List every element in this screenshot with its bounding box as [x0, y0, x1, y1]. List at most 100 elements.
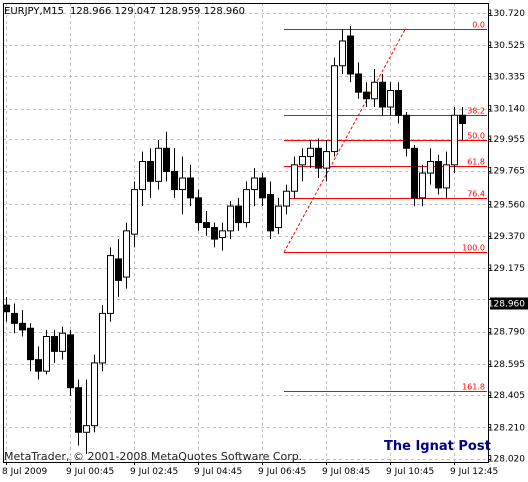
candle-body-bull: [99, 312, 106, 364]
current-price-label: 128.960: [488, 299, 525, 309]
candle: [267, 181, 274, 240]
candle-body-bull: [59, 332, 66, 352]
candle-body-bull: [419, 172, 426, 199]
candle: [403, 111, 410, 157]
candle: [395, 82, 402, 124]
candle-body-bull: [243, 189, 250, 224]
candle-body-bull: [155, 147, 162, 182]
candle: [291, 156, 298, 198]
candle: [227, 201, 234, 240]
candle-body-bull: [219, 230, 226, 238]
candle: [459, 107, 466, 141]
candle-body-bull: [179, 177, 186, 191]
candle: [299, 148, 306, 182]
candle-body-bear: [187, 177, 194, 199]
candle: [107, 247, 114, 322]
candle-body-bull: [251, 177, 258, 191]
ohlc-readout: 128.966 129.047 128.959 128.960: [70, 6, 245, 17]
candle-body-bear: [315, 147, 322, 169]
candle: [243, 181, 250, 228]
candle: [371, 69, 378, 108]
grid-lines: [3, 3, 489, 463]
candle: [419, 164, 426, 207]
candle-body-bull: [443, 164, 450, 189]
candle-body-bear: [411, 147, 418, 199]
candle: [51, 329, 58, 363]
candle-body-bull: [387, 90, 394, 108]
candle-body-bull: [123, 230, 130, 278]
candle-body-bear: [147, 161, 154, 182]
x-tick-label: 9 Jul 00:45: [66, 467, 114, 477]
candle-body-bear: [51, 336, 58, 352]
candle-body-bull: [339, 40, 346, 67]
candle-body-bear: [27, 327, 34, 361]
candle: [331, 57, 338, 157]
candle: [443, 151, 450, 198]
brand-watermark: The Ignat Post: [384, 439, 491, 454]
candle-body-bull: [299, 156, 306, 166]
candle-body-bull: [283, 190, 290, 207]
candle-body-bear: [259, 177, 266, 199]
candle-body-bear: [435, 161, 442, 189]
candle: [131, 181, 138, 248]
candle: [339, 29, 346, 74]
candle: [123, 222, 130, 289]
x-tick-label: 9 Jul 02:45: [130, 467, 178, 477]
candle-body-bull: [139, 161, 146, 191]
fib-level-label: 100.0: [462, 244, 485, 253]
candle: [179, 156, 186, 215]
candle-body-bear: [3, 304, 10, 313]
candle-body-bull: [83, 425, 90, 433]
candle-body-bear: [403, 114, 410, 149]
y-tick-label: 128.405: [488, 391, 525, 401]
candle-body-bear: [267, 194, 274, 232]
x-tick-label: 9 Jul 04:45: [194, 467, 242, 477]
price-axis: 130.720 130.525 130.335 130.140 129.955 129.7…: [488, 9, 528, 465]
candle-body-bear: [171, 170, 178, 191]
candle: [251, 168, 258, 207]
candle: [427, 148, 434, 185]
candle: [379, 73, 386, 116]
candle-body-bear: [11, 312, 18, 324]
y-tick-label: 129.955: [488, 135, 525, 145]
x-tick-label: 9 Jul 10:45: [386, 467, 434, 477]
candle: [3, 296, 10, 322]
candle-body-bull: [307, 147, 314, 158]
candle-body-bull: [91, 362, 98, 427]
current-price-box: [490, 297, 528, 310]
y-tick-label: 128.210: [488, 423, 525, 433]
candle-body-bear: [347, 35, 354, 75]
candle: [387, 82, 394, 116]
candle-body-bear: [203, 222, 210, 229]
candle-body-bear: [235, 205, 242, 224]
fib-level-label: 76.4: [467, 190, 485, 199]
candle-body-bear: [195, 197, 202, 224]
fib-level-label: 38.2: [467, 107, 485, 116]
fib-level-label: 0.0: [472, 21, 485, 30]
candle: [275, 197, 282, 235]
candle-body-bull: [371, 81, 378, 100]
candle: [67, 329, 74, 396]
y-tick-label: 129.765: [488, 167, 525, 177]
x-tick-label: 8 Jul 2009: [2, 467, 47, 477]
candle: [323, 140, 330, 182]
candle: [91, 354, 98, 433]
fib-trend-line: [283, 27, 407, 253]
candle: [187, 164, 194, 207]
candle-body-bull: [43, 336, 50, 372]
y-tick-label: 129.175: [488, 264, 525, 274]
fibonacci-levels: 0.0 38.2 50.0 61.8 76.4 100.0 161.8: [283, 21, 487, 392]
copyright-text: MetaTrader, © 2001-2008 MetaQuotes Softw…: [4, 450, 302, 463]
candle: [235, 197, 242, 231]
candle: [99, 305, 106, 372]
candle: [155, 140, 162, 190]
candle: [411, 144, 418, 207]
candle: [43, 329, 50, 375]
candle: [59, 326, 66, 360]
fib-level-label: 161.8: [462, 383, 485, 392]
candle-body-bull: [291, 164, 298, 192]
candle-body-bear: [75, 387, 82, 433]
candle-body-bull: [275, 205, 282, 229]
